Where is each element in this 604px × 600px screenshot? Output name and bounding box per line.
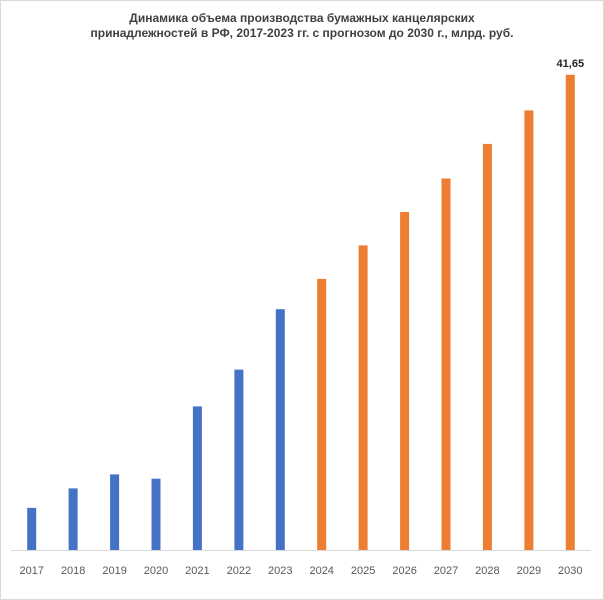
- bar-2019: [110, 474, 120, 550]
- x-tick-label-2018: 2018: [61, 565, 85, 577]
- data-label-2030: 41,65: [557, 58, 585, 70]
- x-tick-label-2025: 2025: [351, 565, 375, 577]
- x-tick-label-2026: 2026: [392, 565, 416, 577]
- x-tick-label-2017: 2017: [19, 565, 43, 577]
- bar-2021: [192, 406, 202, 550]
- x-tick-label-2022: 2022: [227, 565, 251, 577]
- x-tick-label-2030: 2030: [558, 565, 582, 577]
- bar-2024: [317, 278, 327, 550]
- x-tick-label-2028: 2028: [475, 565, 499, 577]
- x-tick-label-2020: 2020: [144, 565, 168, 577]
- bar-2026: [400, 212, 410, 550]
- x-tick-label-2027: 2027: [434, 565, 458, 577]
- chart-title-line-2: принадлежностей в РФ, 2017-2023 гг. с пр…: [90, 26, 514, 40]
- x-tick-label-2023: 2023: [268, 565, 292, 577]
- x-tick-label-2024: 2024: [309, 565, 333, 577]
- x-tick-label-2021: 2021: [185, 565, 209, 577]
- chart-title: Динамика объема производства бумажных ка…: [41, 11, 563, 41]
- bar-2017: [27, 507, 37, 550]
- chart-title-line-1: Динамика объема производства бумажных ка…: [129, 11, 475, 25]
- bar-2022: [234, 369, 244, 550]
- bar-2023: [275, 309, 285, 550]
- bar-2020: [151, 478, 161, 550]
- x-tick-label-2029: 2029: [517, 565, 541, 577]
- bar-2028: [482, 143, 492, 550]
- bar-2025: [358, 245, 368, 550]
- bar-2030: [565, 74, 575, 551]
- bar-2027: [441, 178, 451, 550]
- bar-2029: [524, 110, 534, 551]
- bar-2018: [68, 488, 78, 550]
- x-tick-label-2019: 2019: [102, 565, 126, 577]
